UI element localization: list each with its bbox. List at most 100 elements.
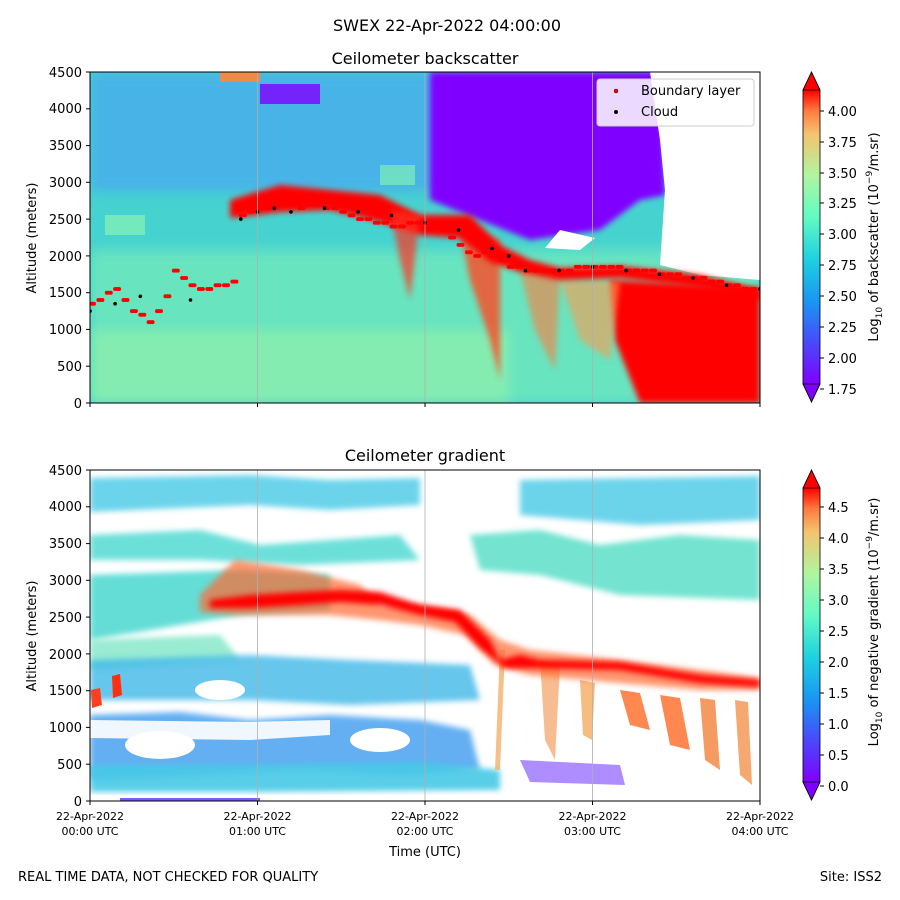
bottom-cbar-tick: 2.5 <box>828 625 849 640</box>
boundary-layer-point <box>150 320 155 325</box>
cloud-point <box>322 206 327 210</box>
boundary-layer-point <box>142 312 147 317</box>
bottom-ytick-label: 1000 <box>49 721 82 736</box>
boundary-layer-point <box>175 268 180 273</box>
boundary-layer-point <box>762 287 766 291</box>
legend-box <box>596 78 755 127</box>
boundary-layer-point <box>502 257 507 262</box>
top-y-axis: 0 500 1000 1500 2000 2500 3000 3500 4000… <box>25 66 90 412</box>
cloud-point <box>272 206 277 210</box>
boundary-layer-point <box>276 202 281 207</box>
boundary-layer-point <box>435 224 440 229</box>
xtick-time-label: 04:00 UTC <box>731 825 788 838</box>
legend-label-cloud: Cloud <box>641 105 678 120</box>
bottom-y-axis-label: Altitude (meters) <box>25 581 40 692</box>
boundary-layer-point <box>519 264 524 269</box>
top-ytick-label: 1500 <box>49 286 82 301</box>
boundary-layer-point <box>703 276 708 280</box>
quality-disclaimer: REAL TIME DATA, NOT CHECKED FOR QUALITY <box>18 870 319 885</box>
bottom-cbar-tick: 3.5 <box>828 563 849 578</box>
boundary-layer-point <box>301 206 306 211</box>
boundary-layer-point <box>334 206 339 211</box>
bottom-colorbar-ramp <box>803 488 820 782</box>
bottom-colorbar-label: Log10 of negative gradient (10−9/m.sr) <box>865 498 885 747</box>
top-cbar-tick: 3.00 <box>828 228 857 243</box>
top-y-axis-label: Altitude (meters) <box>25 183 40 294</box>
boundary-layer-point <box>200 287 205 291</box>
top-ytick-label: 0 <box>74 397 82 412</box>
boundary-layer-series <box>90 198 766 325</box>
bottom-ytick-label: 2500 <box>49 611 82 626</box>
boundary-layer-point <box>217 283 222 288</box>
xtick-time-label: 03:00 UTC <box>564 825 621 838</box>
top-colorbar-extend-max <box>802 71 821 91</box>
cloud-point <box>657 272 662 277</box>
boundary-layer-point <box>117 287 122 291</box>
top-chart-title: Ceilometer backscatter <box>332 49 519 68</box>
top-cbar-tick: 3.25 <box>828 197 857 212</box>
top-colorbar-label: Log10 of backscatter (10−9/m.sr) <box>865 132 885 341</box>
boundary-layer-point <box>745 287 750 291</box>
legend-marker-boundary-layer <box>613 88 619 94</box>
boundary-layer-point <box>401 224 406 229</box>
boundary-layer-point <box>192 283 197 288</box>
boundary-layer-point <box>552 268 557 273</box>
top-cbar-tick: 1.75 <box>828 383 857 398</box>
cloud-point <box>356 210 360 214</box>
cloud-series <box>90 206 760 313</box>
boundary-layer-point <box>234 279 239 284</box>
boundary-layer-point <box>242 213 247 218</box>
xtick-date-label: 22-Apr-2022 <box>726 810 794 823</box>
x-axis-label: Time (UTC) <box>388 845 461 860</box>
xtick-date-label: 22-Apr-2022 <box>223 810 291 823</box>
boundary-layer-point <box>293 202 297 207</box>
top-ytick-label: 4500 <box>49 66 82 81</box>
top-cbar-tick: 2.50 <box>828 290 857 305</box>
boundary-layer-point <box>343 209 348 214</box>
boundary-layer-point <box>661 272 666 277</box>
cloud-point <box>624 268 628 273</box>
cloud-point <box>239 217 243 221</box>
boundary-layer-point <box>226 283 230 288</box>
boundary-layer-point <box>251 209 256 214</box>
bottom-x-gridlines <box>257 470 593 801</box>
cloud-point <box>507 254 511 258</box>
boundary-layer-point <box>125 298 130 302</box>
cloud-point <box>289 210 293 214</box>
boundary-layer-point <box>108 290 113 295</box>
boundary-layer-point <box>594 264 599 269</box>
boundary-layer-point <box>760 287 764 291</box>
top-cbar-tick: 2.75 <box>828 259 857 274</box>
boundary-layer-point <box>577 264 582 269</box>
boundary-layer-point <box>669 272 674 277</box>
boundary-layer-point <box>159 309 163 314</box>
boundary-layer-point <box>686 276 691 280</box>
bottom-ytick-label: 0 <box>74 795 82 810</box>
boundary-layer-point <box>535 268 540 273</box>
top-colorbar-extend-min <box>802 383 821 403</box>
cloud-point <box>456 228 461 232</box>
top-x-ticks <box>89 403 761 407</box>
boundary-layer-point <box>309 202 314 207</box>
boundary-layer-point <box>695 276 699 280</box>
boundary-layer-point <box>452 235 457 240</box>
boundary-layer-point <box>619 264 624 269</box>
top-ytick-label: 3000 <box>49 176 82 191</box>
boundary-layer-point <box>636 268 641 273</box>
bottom-colorbar-extend-min <box>802 781 821 801</box>
xtick-date-label: 22-Apr-2022 <box>391 810 459 823</box>
boundary-layer-point <box>259 202 264 207</box>
boundary-layer-point <box>494 253 498 258</box>
xtick-time-label: 01:00 UTC <box>229 825 286 838</box>
boundary-layer-point <box>100 298 105 302</box>
bottom-cbar-tick: 4.0 <box>828 532 849 547</box>
boundary-layer-point <box>653 268 658 273</box>
boundary-layer-point <box>644 268 649 273</box>
bottom-colorbar-extend-max <box>802 469 821 489</box>
boundary-layer-point <box>720 279 725 284</box>
cloud-point <box>188 298 193 302</box>
top-cbar-tick: 4.00 <box>828 105 857 120</box>
boundary-layer-point <box>602 264 607 269</box>
cloud-point <box>557 268 561 273</box>
bottom-ytick-label: 4500 <box>49 464 82 479</box>
